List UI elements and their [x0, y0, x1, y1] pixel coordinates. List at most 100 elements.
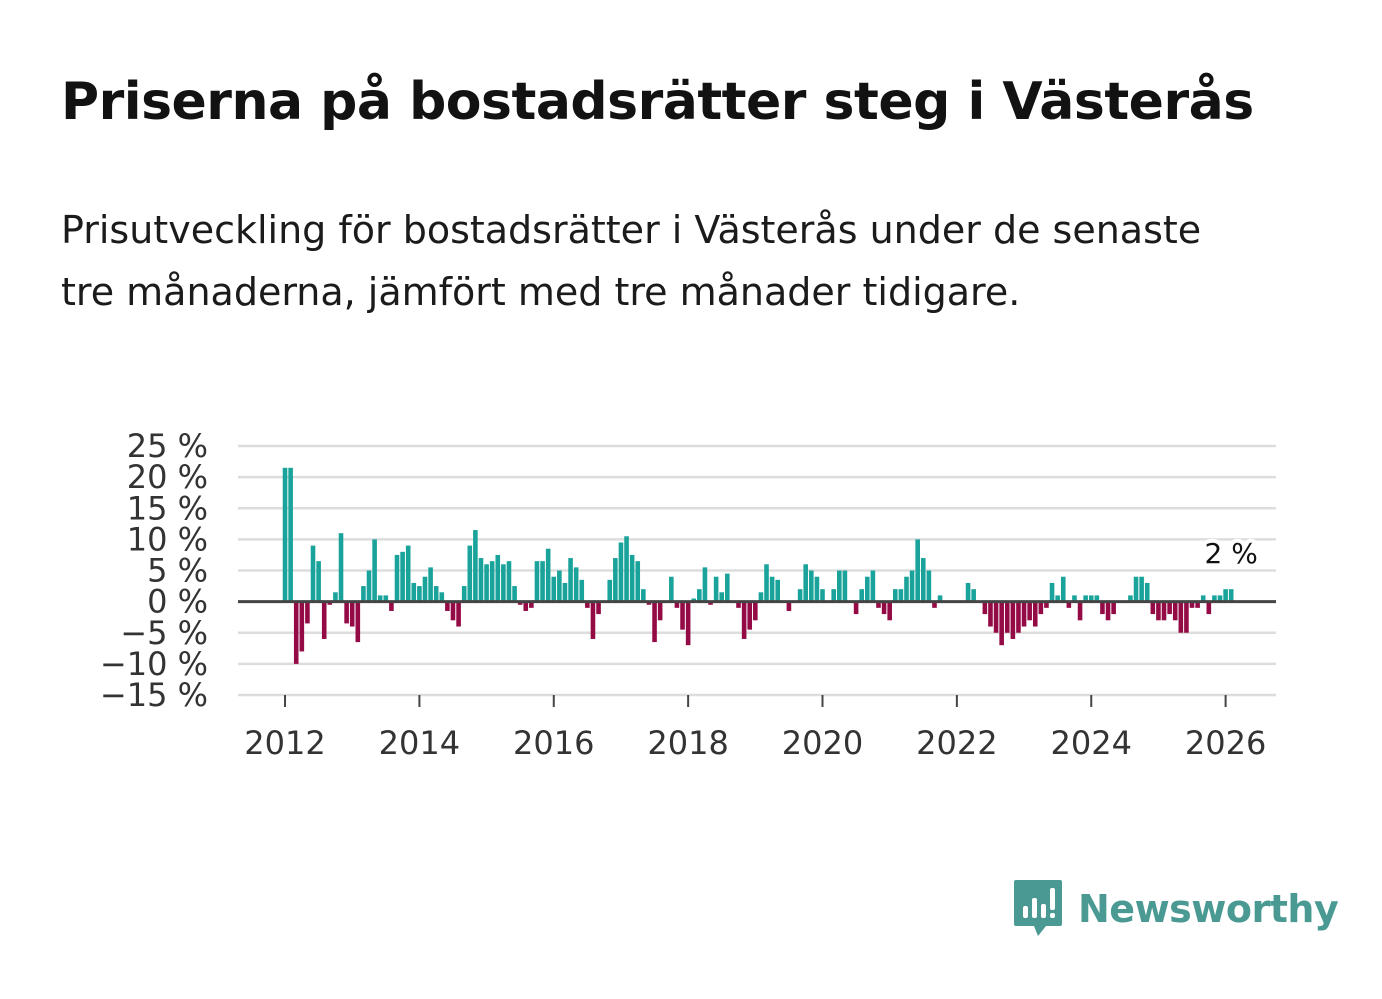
bar [708, 601, 713, 605]
bar [450, 601, 456, 621]
bar [344, 601, 349, 624]
bar [439, 592, 445, 602]
x-tick-label: 2012 [244, 724, 325, 762]
chart-title: Priserna på bostadsrätter steg i Västerå… [61, 72, 1254, 132]
bar [1133, 576, 1139, 602]
bar [1100, 601, 1105, 615]
bar [915, 539, 920, 602]
last-value-label: 2 % [1205, 537, 1258, 570]
bar [355, 601, 361, 643]
bar [1094, 595, 1100, 602]
bar [383, 595, 389, 602]
bar [534, 561, 540, 602]
newsworthy-logo[interactable]: Newsworthy [1012, 878, 1339, 940]
newsworthy-logo-icon [1014, 880, 1062, 936]
bar [719, 592, 725, 602]
bar [327, 601, 333, 605]
bar [411, 582, 417, 602]
y-tick-label: 0 % [147, 583, 208, 621]
bar [853, 601, 859, 615]
bar [909, 570, 915, 602]
bar [282, 467, 288, 602]
y-tick-label: 20 % [127, 458, 208, 496]
bar [1212, 595, 1217, 602]
bar [624, 536, 629, 602]
bar [635, 561, 641, 602]
x-tick-label: 2020 [782, 724, 863, 762]
bar [820, 589, 825, 602]
bar [473, 530, 478, 602]
bar [305, 601, 310, 624]
bar [607, 579, 613, 602]
bar [725, 573, 730, 602]
bar [1038, 601, 1044, 615]
bar [993, 601, 999, 633]
bar [1167, 601, 1172, 615]
bar [1139, 576, 1144, 602]
bar [1010, 601, 1016, 639]
bar [652, 601, 657, 643]
chart-subtitle: Prisutveckling för bostadsrätter i Väste… [61, 208, 1202, 314]
bar [971, 589, 976, 602]
bar [1060, 576, 1066, 602]
bar [501, 564, 506, 602]
bar [389, 601, 394, 611]
bar [702, 567, 708, 602]
bar [1156, 601, 1161, 621]
bar [545, 548, 551, 602]
bar [926, 570, 932, 602]
x-tick-label: 2026 [1185, 724, 1266, 762]
bar [461, 586, 467, 602]
bar [859, 589, 864, 602]
bar [506, 561, 512, 602]
bar [932, 601, 937, 608]
bar [1049, 582, 1055, 602]
bar [299, 601, 305, 652]
bar [741, 601, 747, 639]
x-tick-label: 2024 [1051, 724, 1132, 762]
y-tick-label: −10 % [100, 645, 208, 683]
bar [456, 601, 461, 627]
bar [641, 589, 646, 602]
bar [422, 576, 428, 602]
bar [1206, 601, 1212, 615]
y-tick-label: −5 % [120, 614, 208, 652]
bar [512, 586, 517, 602]
bar [1016, 601, 1021, 633]
bar [529, 601, 534, 608]
bar [557, 570, 562, 602]
bar [573, 567, 579, 602]
bar [797, 589, 803, 602]
bar [361, 586, 366, 602]
bar [372, 539, 377, 602]
x-tick-label: 2022 [916, 724, 997, 762]
bar [937, 595, 943, 602]
x-tick-label: 2014 [379, 724, 460, 762]
bar [1055, 595, 1060, 602]
bar [892, 589, 898, 602]
bar [467, 545, 473, 602]
bar [831, 589, 836, 602]
bar [864, 576, 870, 602]
x-axis-ticks: 2012 2014 2016 2018 2020 2022 2024 2026 [244, 695, 1266, 762]
bar [489, 561, 495, 602]
bar [803, 564, 809, 602]
bar [288, 467, 293, 602]
bar [540, 561, 545, 602]
bar [837, 570, 842, 602]
y-tick-label: 25 % [127, 427, 208, 465]
bar [1200, 595, 1206, 602]
bar [1189, 601, 1195, 608]
bar [478, 558, 484, 602]
bar [898, 589, 904, 602]
bar [321, 601, 327, 639]
bar [517, 601, 523, 605]
bar [1150, 601, 1156, 615]
bar [445, 601, 450, 611]
bar [333, 592, 338, 602]
bar [1184, 601, 1189, 633]
bar [568, 558, 573, 602]
bar [1223, 589, 1228, 602]
y-tick-label: 5 % [147, 552, 208, 590]
